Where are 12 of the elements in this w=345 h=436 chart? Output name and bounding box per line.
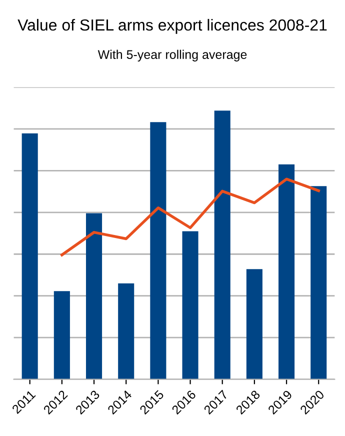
bar bbox=[22, 133, 38, 380]
bar bbox=[86, 213, 102, 380]
bar bbox=[246, 269, 262, 380]
bar bbox=[54, 291, 70, 380]
bar bbox=[118, 283, 134, 380]
bar bbox=[150, 122, 166, 380]
chart-title: Value of SIEL arms export licences 2008-21 bbox=[18, 18, 327, 34]
bar bbox=[214, 110, 230, 380]
bar bbox=[182, 231, 198, 380]
bar bbox=[278, 164, 295, 380]
bar bbox=[310, 186, 327, 380]
chart-subtitle: With 5-year rolling average bbox=[98, 50, 247, 62]
